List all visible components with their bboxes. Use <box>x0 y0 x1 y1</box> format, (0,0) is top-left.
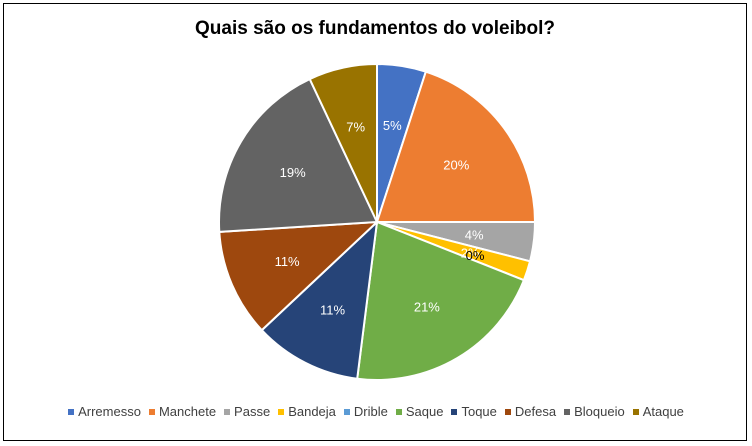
legend-label: Ataque <box>642 404 684 419</box>
data-label-toque: 11% <box>320 302 345 317</box>
legend-label: Bloqueio <box>574 404 625 419</box>
legend-label: Saque <box>405 404 444 419</box>
legend-label: Passe <box>234 404 271 419</box>
chart-title: Quais são os fundamentos do voleibol? <box>195 18 555 39</box>
pie-slice-ataque <box>308 62 378 223</box>
data-label-passe: 4% <box>465 227 484 242</box>
legend-item-passe: Passe <box>224 404 270 419</box>
legend-swatch <box>504 408 511 415</box>
legend-item-bloqueio: Bloqueio <box>564 404 625 419</box>
data-label-arremesso: 5% <box>383 118 402 133</box>
pie-labels: 5% 20% 4% 2%0% 21% 11% 11% 19% 7% <box>275 118 485 317</box>
legend-item-bandeja: Bandeja <box>278 404 336 419</box>
legend-item-saque: Saque <box>395 404 444 419</box>
pie-slices <box>218 62 537 381</box>
pie-slice-toque <box>260 219 379 380</box>
pie-slice-saque <box>356 220 526 381</box>
legend-label: Toque <box>461 404 497 419</box>
legend-swatch <box>224 408 231 415</box>
chart-legend: Arremesso Manchete Passe Bandeja Drible Saque… <box>0 404 752 419</box>
legend-item-manchete: Manchete <box>148 404 217 419</box>
legend-swatch <box>68 408 75 415</box>
pie-slice-bloqueio <box>218 77 379 233</box>
legend-item-ataque: Ataque <box>632 404 684 419</box>
data-label-manchete: 20% <box>443 157 469 172</box>
data-label-drible: 0% <box>466 248 485 263</box>
legend-item-toque: Toque <box>451 404 497 419</box>
legend-label: Manchete <box>158 404 217 419</box>
legend-label: Arremesso <box>78 404 141 419</box>
legend-label: Bandeja <box>288 404 336 419</box>
pie-slice-manchete <box>375 70 537 223</box>
legend-swatch <box>148 408 155 415</box>
legend-item-defesa: Defesa <box>504 404 557 419</box>
legend-item-drible: Drible <box>343 404 388 419</box>
data-label-saque: 21% <box>414 299 440 314</box>
data-label-defesa: 11% <box>275 254 300 269</box>
legend-swatch <box>564 408 571 415</box>
legend-swatch <box>451 408 458 415</box>
legend-label: Drible <box>353 404 388 419</box>
data-label-bandeja: 2% <box>461 245 480 260</box>
legend-swatch <box>278 408 285 415</box>
legend-swatch <box>632 408 639 415</box>
pie-slice-defesa <box>218 220 380 332</box>
legend-swatch <box>395 408 402 415</box>
legend-item-arremesso: Arremesso <box>68 404 141 419</box>
legend-label: Defesa <box>514 404 557 419</box>
data-label-bloqueio: 19% <box>280 165 306 180</box>
data-label-ataque: 7% <box>346 119 365 134</box>
legend-swatch <box>343 408 350 415</box>
